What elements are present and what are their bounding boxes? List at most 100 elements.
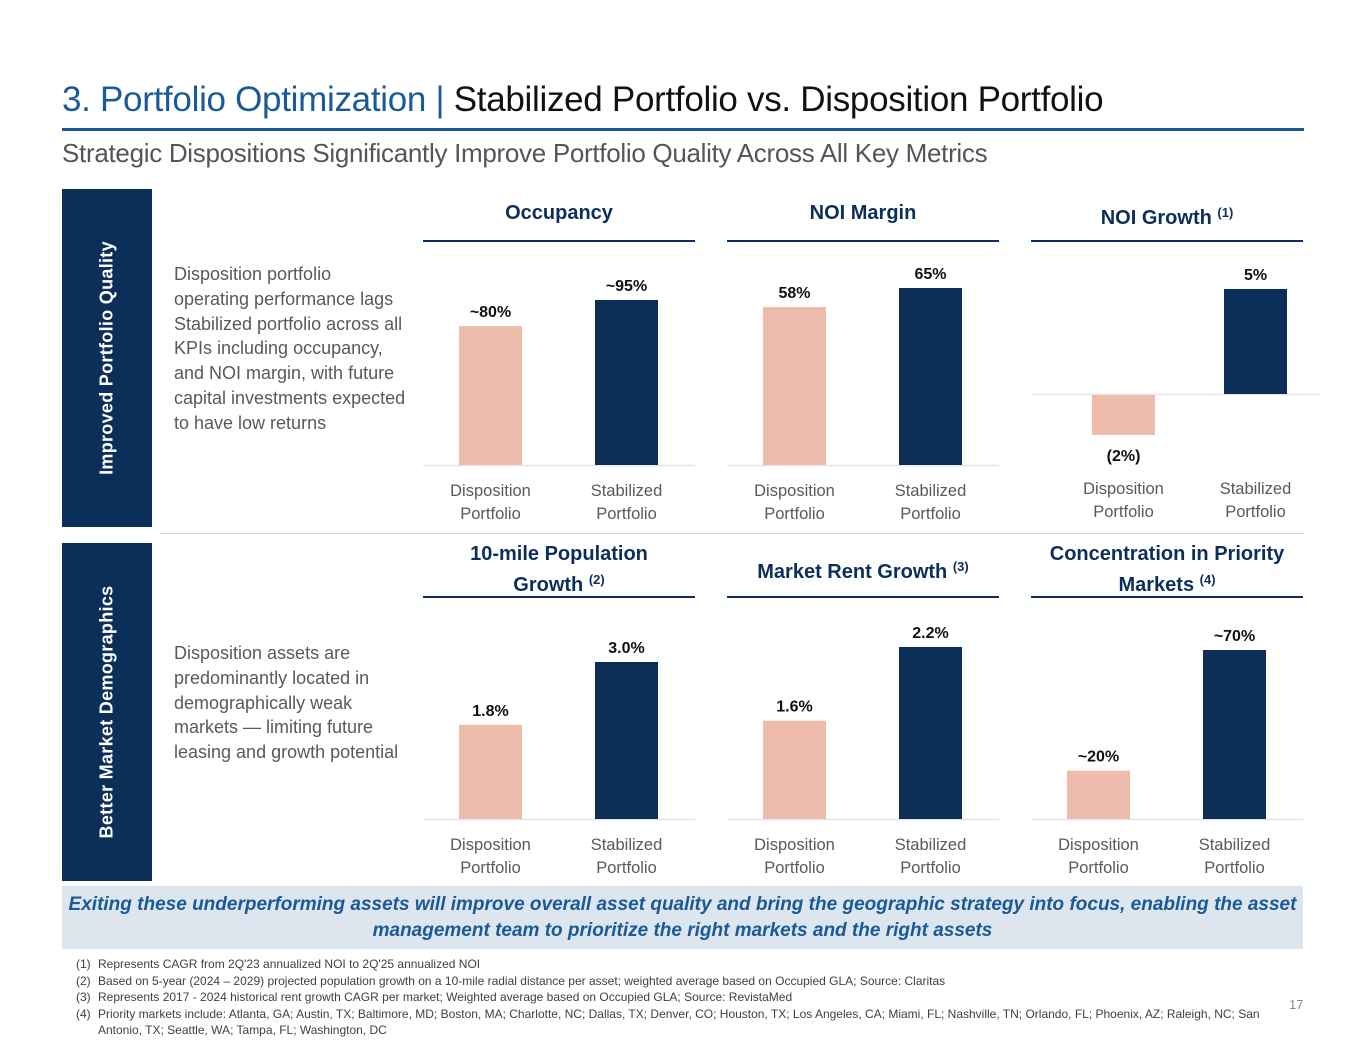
bar-disposition [763,720,826,819]
footnote-ref: (1) [1217,205,1234,220]
chart-title-rule [423,596,695,598]
data-label: 2.2% [912,625,948,642]
category-label: Portfolio [596,859,657,877]
footnote-text: Based on 5-year (2024 – 2029) projected … [98,973,946,988]
category-label: Disposition [1083,480,1164,498]
category-label: Portfolio [764,859,825,877]
title-divider [62,128,1304,131]
category-label: Portfolio [1225,503,1286,521]
category-label: Stabilized [895,482,967,500]
bar-stabilized [595,300,658,465]
conclusion-banner: Exiting these underperforming assets wil… [62,886,1303,949]
chart-title-text: Occupancy [505,202,613,224]
category-label: Portfolio [460,505,521,523]
footnote-number: (2) [76,973,91,988]
bar-stabilized [595,662,658,819]
chart-title: Market Rent Growth (3) [727,554,999,585]
chart-title-text: NOI Margin [809,202,917,224]
bar-stabilized [899,647,962,819]
bar-chart: ~80% Disposition Portfolio ~95% Stabilized Po… [423,278,695,523]
footnote-ref: (2) [588,572,605,587]
category-label: Portfolio [1204,859,1265,877]
bar-disposition [763,307,826,465]
category-label: Disposition [1058,836,1139,854]
footnote-text: Represents 2017 - 2024 historical rent g… [98,990,793,1004]
footnote-text: Represents CAGR from 2Q'23 annualized NO… [98,957,481,971]
row-band-portfolio-quality: Improved Portfolio Quality [62,189,152,527]
category-label: Portfolio [596,505,657,523]
footnote-ref: (4) [1199,572,1216,587]
footnote-item: (4) Priority markets include: Atlanta, GA… [76,1006,1266,1039]
chart-title-rule [423,240,695,242]
row-description-market-demographics: Disposition assets are predominantly loc… [174,643,399,763]
row-band-market-demographics: Better Market Demographics [62,543,152,881]
chart-title-text: Concentration in Priority Markets [1049,543,1285,596]
page-title-main: Stabilized Portfolio vs. Disposition Por… [453,80,1104,119]
bar-stabilized [1224,289,1287,394]
footnotes: (1) Represents CAGR from 2Q'23 annualized… [76,956,1266,1039]
category-label: Disposition [450,836,531,854]
page-number: 17 [1289,997,1304,1012]
chart-title-text: NOI Growth [1100,207,1212,229]
data-label: 1.8% [472,703,508,720]
bar-stabilized [899,288,962,465]
page-title-section: 3. Portfolio Optimization | [62,80,445,119]
page-title: 3. Portfolio Optimization | Stabilized P… [62,80,1104,120]
footnote-number: (1) [76,957,91,971]
data-label: ~20% [1078,749,1119,766]
bar-stabilized [1203,650,1266,819]
bar-chart: 1.8% Disposition Portfolio 3.0% Stabilized Po… [423,640,695,877]
chart-title-text: Market Rent Growth [757,561,948,583]
footnote-item: (1) Represents CAGR from 2Q'23 annualized… [76,956,1266,973]
footnote-text: Priority markets include: Atlanta, GA; A… [98,1006,1260,1038]
data-label: 5% [1244,267,1267,284]
category-label: Stabilized [895,836,967,854]
data-label: 65% [914,266,946,283]
footnote-item: (2) Based on 5-year (2024 – 2029) project… [76,973,1266,990]
data-label: ~70% [1214,628,1255,645]
data-label: 1.6% [776,699,812,716]
bar-disposition [459,724,522,819]
bar-disposition [459,326,522,465]
category-label: Disposition [754,836,835,854]
category-label: Disposition [754,482,835,500]
bar-chart: 58% Disposition Portfolio 65% Stabilized Port… [727,266,999,523]
chart-title: Occupancy [423,200,695,226]
category-label: Portfolio [1068,859,1129,877]
chart-title: NOI Margin [727,200,999,226]
category-label: Stabilized [1220,480,1292,498]
bar-chart: (2%) Disposition Portfolio 5% Stabilized Port… [1031,267,1321,521]
category-label: Portfolio [1093,503,1154,521]
category-label: Portfolio [764,505,825,523]
page-subtitle: Strategic Dispositions Significantly Imp… [62,138,988,168]
chart-title-rule [1031,240,1303,242]
footnote-number: (3) [76,990,91,1004]
category-label: Stabilized [591,836,663,854]
chart-title: NOI Growth (1) [1031,200,1303,231]
chart-title-rule [1031,596,1303,598]
category-label: Disposition [450,482,531,500]
category-label: Portfolio [900,505,961,523]
category-label: Stabilized [1199,836,1271,854]
chart-title: Concentration in Priority Markets (4) [1041,541,1293,598]
data-label: 58% [778,285,810,302]
bar-disposition [1092,395,1155,435]
data-label: 3.0% [608,640,644,657]
bar-disposition [1067,770,1130,819]
footnote-ref: (3) [952,559,969,574]
chart-title-rule [727,596,999,598]
bar-chart: 1.6% Disposition Portfolio 2.2% Stabilized Po… [727,625,999,877]
category-label: Portfolio [900,859,961,877]
row-divider [160,533,1305,534]
category-label: Portfolio [460,859,521,877]
data-label: (2%) [1107,448,1141,465]
category-label: Stabilized [591,482,663,500]
chart-title-text: 10-mile Population Growth [470,543,648,596]
row-description-portfolio-quality: Disposition portfolio operating performa… [174,264,406,433]
row-band-label: Improved Portfolio Quality [96,241,117,475]
data-label: ~80% [470,304,511,321]
data-label: ~95% [606,278,647,295]
chart-title: 10-mile Population Growth (2) [433,541,685,598]
row-band-label: Better Market Demographics [96,585,117,839]
footnote-item: (3) Represents 2017 - 2024 historical ren… [76,989,1266,1006]
